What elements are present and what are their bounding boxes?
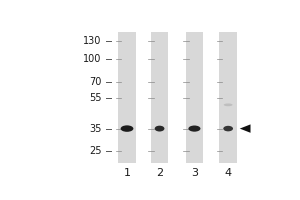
Text: 4: 4 bbox=[225, 168, 232, 178]
Text: 130: 130 bbox=[83, 36, 101, 46]
Ellipse shape bbox=[121, 125, 134, 132]
Ellipse shape bbox=[188, 126, 200, 132]
Bar bbox=[118, 32, 136, 163]
Ellipse shape bbox=[224, 103, 233, 106]
Text: 2: 2 bbox=[156, 168, 163, 178]
Text: 25: 25 bbox=[89, 146, 101, 156]
Ellipse shape bbox=[223, 126, 233, 131]
Text: 70: 70 bbox=[89, 77, 101, 87]
Ellipse shape bbox=[155, 126, 164, 132]
Text: 3: 3 bbox=[191, 168, 198, 178]
Bar bbox=[186, 32, 203, 163]
Polygon shape bbox=[240, 124, 250, 133]
Text: 55: 55 bbox=[89, 93, 101, 103]
Text: 100: 100 bbox=[83, 54, 101, 64]
Bar bbox=[219, 32, 237, 163]
Bar bbox=[151, 32, 168, 163]
Text: 35: 35 bbox=[89, 124, 101, 134]
Text: 1: 1 bbox=[124, 168, 130, 178]
